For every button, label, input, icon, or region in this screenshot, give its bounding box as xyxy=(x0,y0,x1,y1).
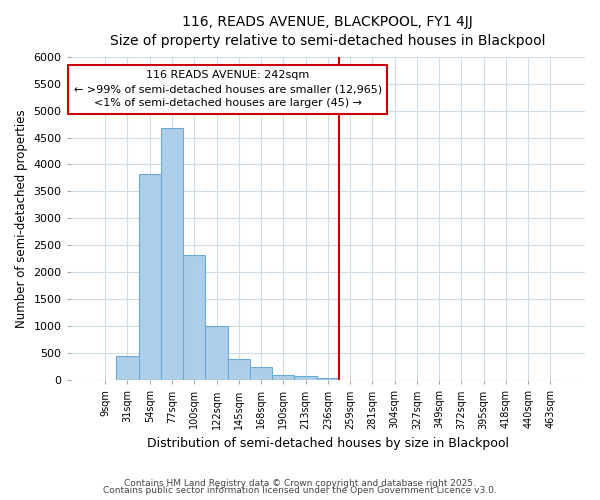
Y-axis label: Number of semi-detached properties: Number of semi-detached properties xyxy=(15,109,28,328)
Bar xyxy=(183,255,205,380)
Text: Contains HM Land Registry data © Crown copyright and database right 2025.: Contains HM Land Registry data © Crown c… xyxy=(124,478,476,488)
X-axis label: Distribution of semi-detached houses by size in Blackpool: Distribution of semi-detached houses by … xyxy=(147,437,509,450)
Bar xyxy=(205,326,227,380)
Text: Contains public sector information licensed under the Open Government Licence v3: Contains public sector information licen… xyxy=(103,486,497,495)
Bar xyxy=(227,358,250,380)
Bar xyxy=(250,367,272,380)
Title: 116, READS AVENUE, BLACKPOOL, FY1 4JJ
Size of property relative to semi-detached: 116, READS AVENUE, BLACKPOOL, FY1 4JJ Si… xyxy=(110,15,545,48)
Bar xyxy=(116,356,139,380)
Text: 116 READS AVENUE: 242sqm
← >99% of semi-detached houses are smaller (12,965)
<1%: 116 READS AVENUE: 242sqm ← >99% of semi-… xyxy=(74,70,382,108)
Bar xyxy=(295,376,317,380)
Bar xyxy=(139,174,161,380)
Bar xyxy=(161,128,183,380)
Bar xyxy=(317,378,339,380)
Bar xyxy=(272,375,295,380)
